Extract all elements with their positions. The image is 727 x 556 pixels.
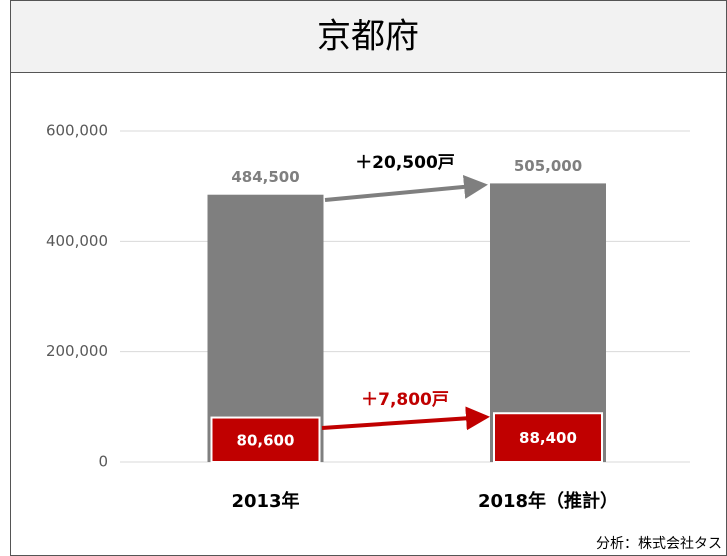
- value-label: 80,600: [237, 431, 295, 449]
- title-box: [10, 0, 727, 73]
- y-tick-label: 200,000: [46, 342, 108, 360]
- arrow: [321, 406, 490, 431]
- value-label: 484,500: [231, 168, 299, 186]
- bar: [210, 416, 321, 464]
- x-tick-label: 2018年（推計）: [478, 490, 618, 512]
- y-tick-label: 400,000: [46, 232, 108, 250]
- y-tick-label: 0: [98, 453, 108, 471]
- value-label: 505,000: [514, 157, 582, 175]
- value-label: 88,400: [519, 429, 577, 447]
- arrow: [324, 174, 488, 202]
- annotation: ＋20,500戸: [355, 153, 455, 173]
- source: 分析：株式会社タス: [596, 536, 722, 552]
- bar: [493, 412, 603, 463]
- chart-title: 京都府: [317, 17, 419, 57]
- frame: [10, 0, 727, 556]
- y-tick-label: 600,000: [46, 122, 108, 140]
- annotation: ＋7,800戸: [361, 390, 449, 410]
- x-tick-label: 2013年: [231, 490, 299, 512]
